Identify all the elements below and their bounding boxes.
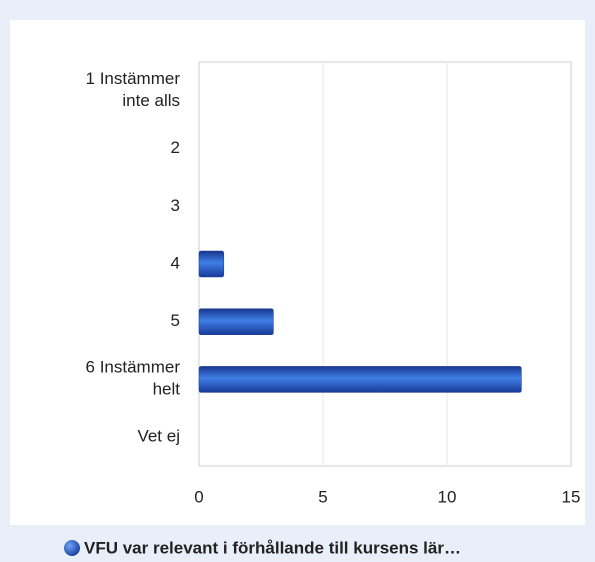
y-tick-label: 5 xyxy=(171,311,180,330)
y-tick-label: 2 xyxy=(171,138,180,157)
legend-label: VFU var relevant i förhållande till kurs… xyxy=(84,538,461,557)
y-tick-label: 1 Instämmer inte alls xyxy=(86,69,181,110)
x-tick-label: 10 xyxy=(438,487,457,506)
legend-marker xyxy=(64,540,80,556)
bar xyxy=(198,250,225,278)
y-tick-label: 6 Instämmer helt xyxy=(86,358,181,399)
bar xyxy=(198,366,522,393)
x-tick-label: 0 xyxy=(194,487,203,506)
y-tick-label: Vet ej xyxy=(137,427,180,446)
x-tick-label: 5 xyxy=(318,487,327,506)
bar xyxy=(198,308,274,335)
x-tick-label: 15 xyxy=(562,487,581,506)
y-tick-label: 3 xyxy=(171,196,180,215)
plot-area xyxy=(198,61,572,467)
y-tick-label: 4 xyxy=(171,253,180,272)
